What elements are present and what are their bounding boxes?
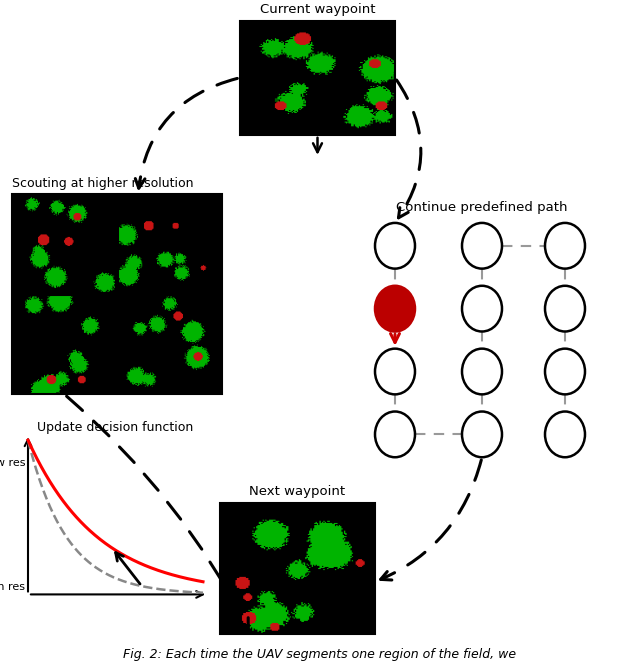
Bar: [220, 503, 375, 634]
Circle shape: [375, 412, 415, 457]
Circle shape: [545, 286, 585, 332]
Text: Scouting at higher resolution: Scouting at higher resolution: [12, 177, 193, 190]
Circle shape: [545, 223, 585, 269]
Text: Continue predefined path: Continue predefined path: [396, 201, 568, 213]
Text: Current waypoint: Current waypoint: [260, 3, 375, 16]
Bar: [118, 296, 222, 394]
Circle shape: [375, 349, 415, 394]
FancyArrowPatch shape: [67, 396, 248, 629]
Bar: [240, 21, 395, 135]
Circle shape: [375, 223, 415, 269]
Bar: [12, 194, 116, 293]
Text: Update decision function: Update decision function: [37, 422, 194, 434]
Circle shape: [462, 223, 502, 269]
FancyArrowPatch shape: [381, 460, 481, 580]
Bar: [118, 194, 222, 293]
Bar: [12, 296, 116, 394]
Circle shape: [545, 349, 585, 394]
Circle shape: [462, 286, 502, 332]
FancyArrowPatch shape: [397, 80, 421, 217]
Text: low res: low res: [0, 458, 25, 468]
Circle shape: [462, 412, 502, 457]
Text: Fig. 2: Each time the UAV segments one region of the field, we: Fig. 2: Each time the UAV segments one r…: [124, 648, 516, 661]
Circle shape: [462, 349, 502, 394]
Circle shape: [545, 412, 585, 457]
Text: high res: high res: [0, 581, 25, 591]
Circle shape: [375, 286, 415, 332]
Text: Next waypoint: Next waypoint: [250, 485, 346, 499]
FancyArrowPatch shape: [135, 78, 237, 188]
